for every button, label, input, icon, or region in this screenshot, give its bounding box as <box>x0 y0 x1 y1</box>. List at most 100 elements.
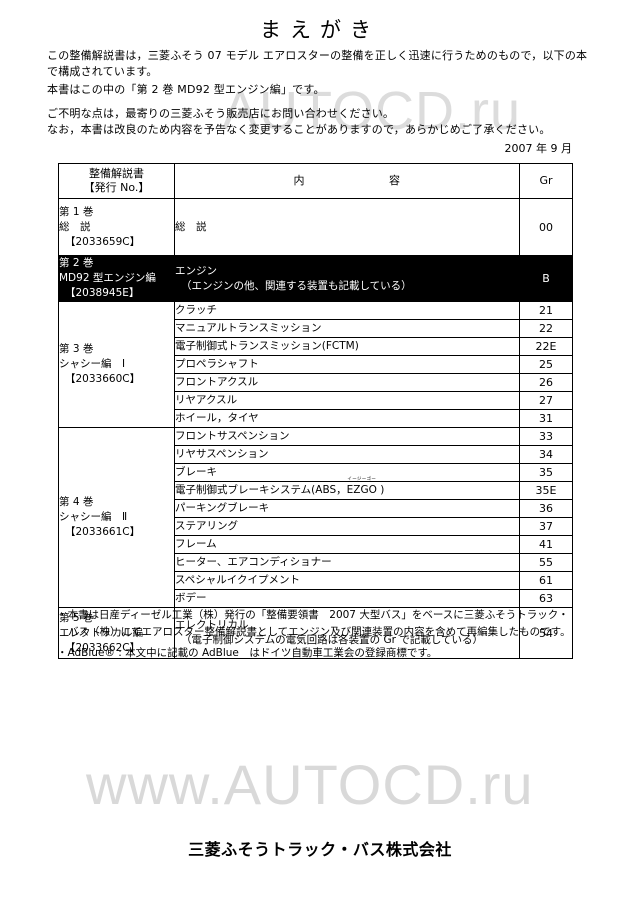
description-cell: リヤアクスル <box>174 391 520 410</box>
description-text: フロントアクスル <box>175 376 259 388</box>
gr-cell: 31 <box>519 409 573 428</box>
description-tail: ) <box>376 484 385 496</box>
volume-line: エレクトリカル編 <box>59 626 143 639</box>
ruby-annotation: EZGO イージーゴー <box>346 477 377 496</box>
publication-date: 2007 年 9 月 <box>504 142 572 155</box>
volume-line: 【2033662C】 <box>65 641 141 654</box>
table-row: 第 4 巻シャシー編 Ⅱ 【2033661C】 フロントサスペンション 33 <box>58 427 573 608</box>
volume-line: 【2033659C】 <box>65 235 141 248</box>
description-text: ステアリング <box>175 520 238 532</box>
volume-line: 第 3 巻 <box>59 343 94 355</box>
description-text: リヤアクスル <box>175 394 238 406</box>
gr-cell: 22E <box>519 337 573 356</box>
gr-cell: 35E <box>519 481 573 500</box>
gr-cell: 27 <box>519 391 573 410</box>
table-row: フロントアクスル 26 <box>59 373 573 392</box>
description-text: プロペラシャフト <box>175 358 259 370</box>
table-row: 第 3 巻シャシー編 Ⅰ 【2033660C】 クラッチ 21 <box>58 301 573 428</box>
description-text: ブレーキ <box>175 466 217 478</box>
header-cell-volume: 整備解説書 【発行 No.】 <box>58 163 175 199</box>
table-row: スペシャルイクイプメント 61 <box>59 571 573 590</box>
volume-line: 第 5 巻 <box>59 611 94 624</box>
description-cell: プロペラシャフト <box>174 355 520 374</box>
description-text: フロントサスペンション <box>175 430 290 442</box>
header-volume-title: 整備解説書 <box>89 167 144 180</box>
description-text: 総 説 <box>175 220 207 233</box>
ruby-base: EZGO <box>346 484 377 496</box>
volume-line: 第 2 巻 <box>59 257 94 269</box>
footnote-adblue: ・AdBlue® : 本文中に記載の AdBlue はドイツ自動車工業会の登録商… <box>57 647 438 659</box>
gr-cell: 25 <box>519 355 573 374</box>
page-title: まえがき <box>260 18 380 42</box>
description-cell: ステアリング <box>174 517 520 536</box>
description-cell: ボデー <box>174 589 520 608</box>
table-body: 第 1 巻総 説【2033659C】総 説 00 第 2 巻 MD92 型エンジン編【… <box>58 198 573 659</box>
volume-cell: 第 3 巻シャシー編 Ⅰ 【2033660C】 <box>58 301 175 428</box>
description-cell: 電子制御式ブレーキシステム(ABS，EZGO イージーゴー ) <box>174 477 520 500</box>
gr-cell: 00 <box>519 198 573 256</box>
table-row: 第 2 巻 MD92 型エンジン編【2038945E】 エンジン （エンジンの他、関連… <box>58 255 573 302</box>
manual-volume-table: 整備解説書 【発行 No.】 内 容 Gr 第 1 巻総 説【2033659C】… <box>58 163 573 659</box>
description-text: エレクトリカル <box>175 619 249 631</box>
description-cell: フロントアクスル <box>174 373 520 392</box>
description-cell: マニュアルトランスミッション <box>174 319 520 338</box>
volume-line: 第 1 巻 <box>59 205 94 218</box>
gr-cell: 54 <box>519 607 573 659</box>
description-cell: フレーム <box>174 535 520 554</box>
table-row: プロペラシャフト 25 <box>59 355 573 374</box>
description-cell: ヒーター、エアコンディショナー <box>174 553 520 572</box>
table-header: 整備解説書 【発行 No.】 内 容 Gr <box>58 163 573 199</box>
description-cell: パーキングブレーキ <box>174 499 520 518</box>
description-cell: フロントサスペンション <box>174 427 520 446</box>
gr-cell: B <box>519 255 573 302</box>
description-text: ホイール，タイヤ <box>175 412 259 424</box>
description-text: エンジン <box>175 264 217 277</box>
table-row: ボデー 63 <box>59 589 573 608</box>
description-text: クラッチ <box>175 304 217 316</box>
description-cell: ホイール，タイヤ <box>174 409 520 428</box>
gr-cell: 34 <box>519 445 573 464</box>
table-row: 第 1 巻総 説【2033659C】総 説 00 <box>58 198 573 256</box>
watermark-bottom: www.AUTOCD.ru <box>86 753 534 816</box>
description-cell: スペシャルイクイプメント <box>174 571 520 590</box>
gr-cell: 21 <box>519 301 573 320</box>
description-cell: リヤサスペンション <box>174 445 520 464</box>
volume-line: 【2033661C】 <box>65 526 141 538</box>
description-cell: エレクトリカル （電子制御システムの電気回路は各装置の Gr で記載している） <box>174 607 520 659</box>
description-subtext: （エンジンの他、関連する装置も記載している） <box>181 279 412 292</box>
footnote-source: ・本書は日産ディーゼル工業（株）発行の「整備要領書 2007 大型バス」をベース… <box>57 607 587 641</box>
volume-line: MD92 型エンジン編 <box>59 272 156 284</box>
header-volume-subtitle: 【発行 No.】 <box>83 181 150 194</box>
intro-paragraph-3: ご不明な点は，最寄りの三菱ふそう販売店にお問い合わせください。 <box>47 107 395 120</box>
gr-cell: 22 <box>519 319 573 338</box>
description-text: ヒーター、エアコンディショナー <box>175 556 332 568</box>
header-content-right: 容 <box>389 174 401 187</box>
volume-line: 第 4 巻 <box>59 496 94 508</box>
volume-line: シャシー編 Ⅰ <box>59 358 126 370</box>
gr-cell: 26 <box>519 373 573 392</box>
description-text: スペシャルイクイプメント <box>175 574 301 586</box>
table-row: ヒーター、エアコンディショナー 55 <box>59 553 573 572</box>
volume-line: 【2038945E】 <box>65 287 140 299</box>
intro-paragraph-4: なお，本書は改良のため内容を予告なく変更することがありますので，あらかじめご了承… <box>47 123 551 136</box>
gr-cell: 33 <box>519 427 573 446</box>
intro-paragraph-1: この整備解説書は，三菱ふそう 07 モデル エアロスターの整備を正しく迅速に行う… <box>47 49 588 78</box>
footnote-source-line1: ・本書は日産ディーゼル工業（株）発行の「整備要領書 2007 大型バス」をベース… <box>57 609 569 621</box>
header-cell-content: 内 容 <box>174 163 520 199</box>
gr-cell: 37 <box>519 517 573 536</box>
volume-cell: 第 4 巻シャシー編 Ⅱ 【2033661C】 <box>58 427 175 608</box>
description-text: 電子制御式ブレーキシステム(ABS， <box>175 484 347 496</box>
header-content-left: 内 <box>293 174 305 187</box>
ruby-text: イージーゴー <box>347 477 377 482</box>
header-cell-gr: Gr <box>519 163 573 199</box>
description-cell: エンジン （エンジンの他、関連する装置も記載している） <box>174 255 520 302</box>
gr-cell: 36 <box>519 499 573 518</box>
volume-cell: 第 2 巻 MD92 型エンジン編【2038945E】 <box>58 255 175 302</box>
intro-paragraph-2: 本書はこの中の「第 2 巻 MD92 型エンジン編」です。 <box>47 83 325 96</box>
description-text: リヤサスペンション <box>175 448 269 460</box>
table-row: 第 5 巻エレクトリカル編 【2033662C】 エレクトリカル （電子制御システムの… <box>58 607 573 659</box>
volume-line: シャシー編 Ⅱ <box>59 511 128 523</box>
table-row: マニュアルトランスミッション 22 <box>59 319 573 338</box>
description-text: 電子制御式トランスミッション(FCTM) <box>175 340 359 352</box>
